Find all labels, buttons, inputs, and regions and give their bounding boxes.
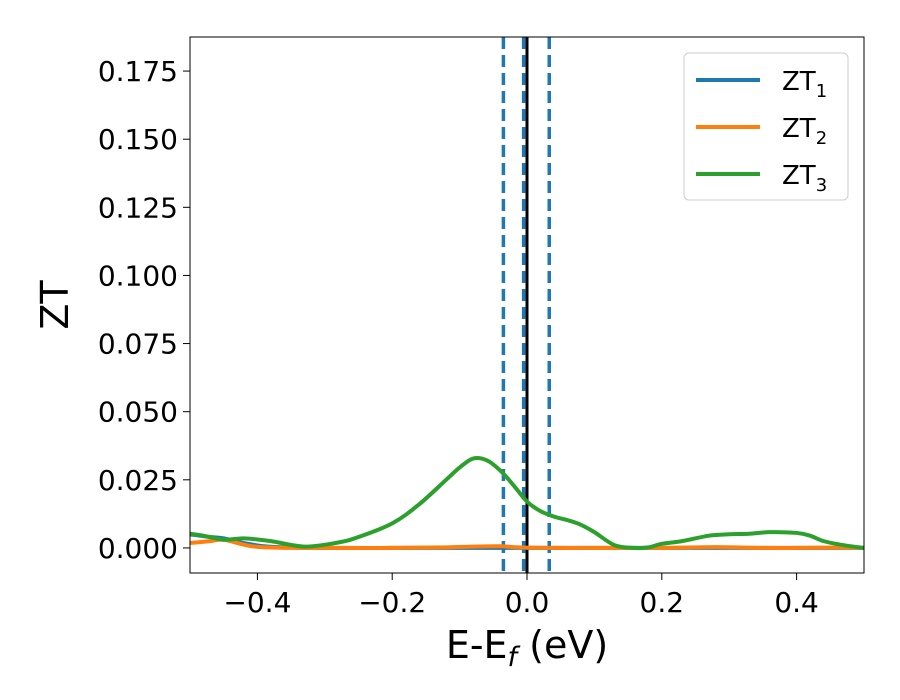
series-line-zt2 — [190, 537, 864, 551]
y-tick-label: 0.125 — [98, 191, 178, 224]
y-tick-label: 0.075 — [98, 328, 178, 361]
legend-label-zt1: ZT1 — [782, 67, 827, 102]
x-tick-label: 0.2 — [640, 586, 685, 619]
x-tick-label: 0.0 — [505, 586, 550, 619]
vertical-reference-lines — [501, 37, 551, 573]
y-tick-label: 0.025 — [98, 464, 178, 497]
legend-box — [683, 52, 849, 201]
series-lines — [190, 456, 864, 551]
legend-label-zt2: ZT2 — [782, 114, 827, 149]
x-tick-label: −0.2 — [358, 586, 426, 619]
y-tick-label: 0.000 — [98, 532, 178, 565]
x-axis-title: E-Ef (eV) — [446, 623, 608, 673]
y-tick-label: 0.050 — [98, 396, 178, 429]
series-line-zt3 — [190, 456, 864, 551]
x-tick-label: −0.4 — [223, 586, 291, 619]
y-tick-label: 0.100 — [98, 259, 178, 292]
y-tick-label: 0.175 — [98, 55, 178, 88]
y-tick-label: 0.150 — [98, 123, 178, 156]
y-axis-title: ZT — [33, 280, 77, 330]
legend-label-zt3: ZT3 — [782, 161, 827, 196]
x-tick-label: 0.4 — [774, 586, 819, 619]
legend: ZT1 ZT2 ZT3 — [683, 52, 849, 201]
x-axis-ticks: −0.4 −0.2 0.0 0.2 0.4 — [223, 573, 819, 619]
y-axis-ticks: 0.000 0.025 0.050 0.075 0.100 0.125 0.150 0.175 — [98, 55, 190, 565]
